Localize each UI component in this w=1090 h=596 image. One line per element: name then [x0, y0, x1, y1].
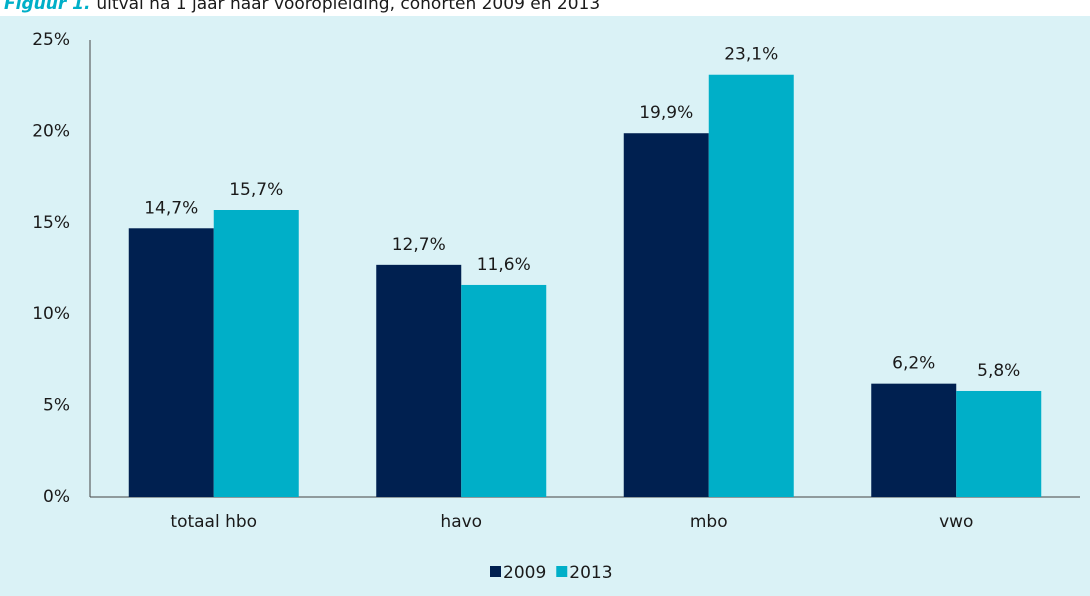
data-label: 15,7% [229, 180, 283, 200]
y-tick-label: 0% [43, 487, 70, 507]
bar [128, 228, 214, 497]
y-tick-label: 5% [43, 396, 70, 416]
title-label: Figuur 1. [4, 0, 90, 14]
legend-swatch [556, 566, 568, 577]
chart-title: Figuur 1. uitval na 1 jaar naar vooroplei… [4, 0, 600, 14]
x-tick-label: mbo [690, 512, 728, 532]
data-label: 19,9% [639, 103, 693, 123]
bar [708, 74, 794, 498]
bar [213, 210, 299, 497]
bar [956, 390, 1042, 497]
data-label: 5,8% [977, 361, 1020, 381]
data-label: 12,7% [392, 235, 446, 255]
legend-swatch [490, 566, 501, 577]
y-tick-label: 15% [32, 213, 70, 233]
data-label: 23,1% [724, 45, 778, 65]
y-tick-label: 20% [32, 121, 70, 141]
y-tick-label: 25% [32, 30, 70, 50]
y-tick-label: 10% [32, 304, 70, 324]
bar [871, 383, 957, 497]
bar [623, 133, 709, 497]
legend-label: 2013 [569, 563, 612, 583]
legend: 2009 2013 [490, 563, 613, 583]
data-label: 11,6% [477, 255, 531, 275]
x-tick-label: totaal hbo [170, 512, 257, 532]
bar [461, 284, 547, 497]
title-text: uitval na 1 jaar naar vooropleiding, coh… [96, 0, 600, 14]
legend-label: 2009 [503, 563, 546, 583]
x-tick-label: vwo [939, 512, 973, 532]
x-tick-label: havo [440, 512, 482, 532]
data-label: 6,2% [892, 354, 935, 374]
data-label: 14,7% [144, 198, 198, 218]
bar [376, 264, 462, 497]
